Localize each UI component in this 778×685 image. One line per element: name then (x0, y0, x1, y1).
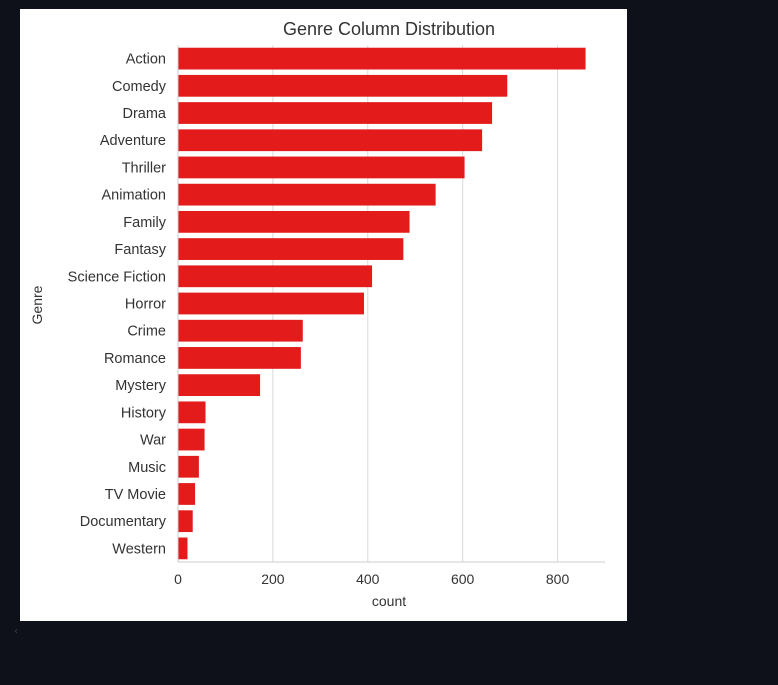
bar-action (178, 47, 586, 70)
x-tick-label: 0 (174, 571, 182, 587)
category-label: Documentary (80, 514, 167, 530)
bar-tv-movie (178, 483, 196, 505)
bar-adventure (178, 129, 483, 152)
bar-fantasy (178, 238, 404, 260)
bar-music (178, 455, 199, 478)
category-label: Family (123, 215, 166, 231)
x-tick-label: 800 (546, 571, 570, 587)
bar-science-fiction (178, 265, 373, 288)
bar-documentary (178, 510, 193, 533)
category-label: Comedy (112, 79, 167, 95)
bar-mystery (178, 374, 261, 397)
chart-figure: 0 200 400 600 800 Action Comedy Drama Adventure… (20, 9, 627, 621)
y-category-labels: Action Comedy Drama Adventure Thriller Animat… (68, 52, 167, 558)
category-label: Romance (104, 351, 166, 367)
bar-history (178, 401, 206, 424)
category-label: TV Movie (105, 487, 166, 503)
category-label: War (140, 433, 166, 449)
bar-drama (178, 102, 493, 124)
bar-war (178, 428, 205, 451)
x-tick-labels: 0 200 400 600 800 (174, 571, 569, 587)
bar-animation (178, 183, 436, 206)
category-label: Crime (127, 324, 166, 340)
bar-thriller (178, 156, 465, 179)
bar-western (178, 537, 188, 560)
bars (178, 47, 586, 560)
x-tick-label: 200 (261, 571, 285, 587)
category-label: Western (112, 541, 166, 557)
bar-horror (178, 292, 364, 315)
chevron-left-icon[interactable]: ‹ (14, 626, 18, 637)
x-tick-label: 400 (356, 571, 380, 587)
category-label: Science Fiction (68, 269, 166, 285)
bar-chart: 0 200 400 600 800 Action Comedy Drama Adventure… (29, 19, 605, 609)
category-label: Mystery (115, 378, 167, 394)
bar-family (178, 210, 410, 233)
y-axis-label: Genre (29, 285, 45, 324)
bar-crime (178, 319, 303, 342)
bar-comedy (178, 74, 508, 97)
category-label: Fantasy (114, 242, 166, 258)
category-label: Action (126, 52, 166, 68)
category-label: Thriller (122, 160, 166, 176)
category-label: Music (128, 460, 166, 476)
category-label: Horror (125, 297, 166, 313)
category-label: History (121, 405, 167, 421)
category-label: Animation (102, 188, 166, 204)
chart-title: Genre Column Distribution (283, 19, 495, 39)
category-label: Drama (122, 106, 166, 122)
bar-romance (178, 347, 301, 369)
category-label: Adventure (100, 133, 166, 149)
axes (177, 45, 605, 563)
x-axis-label: count (372, 593, 406, 609)
x-tick-label: 600 (451, 571, 475, 587)
